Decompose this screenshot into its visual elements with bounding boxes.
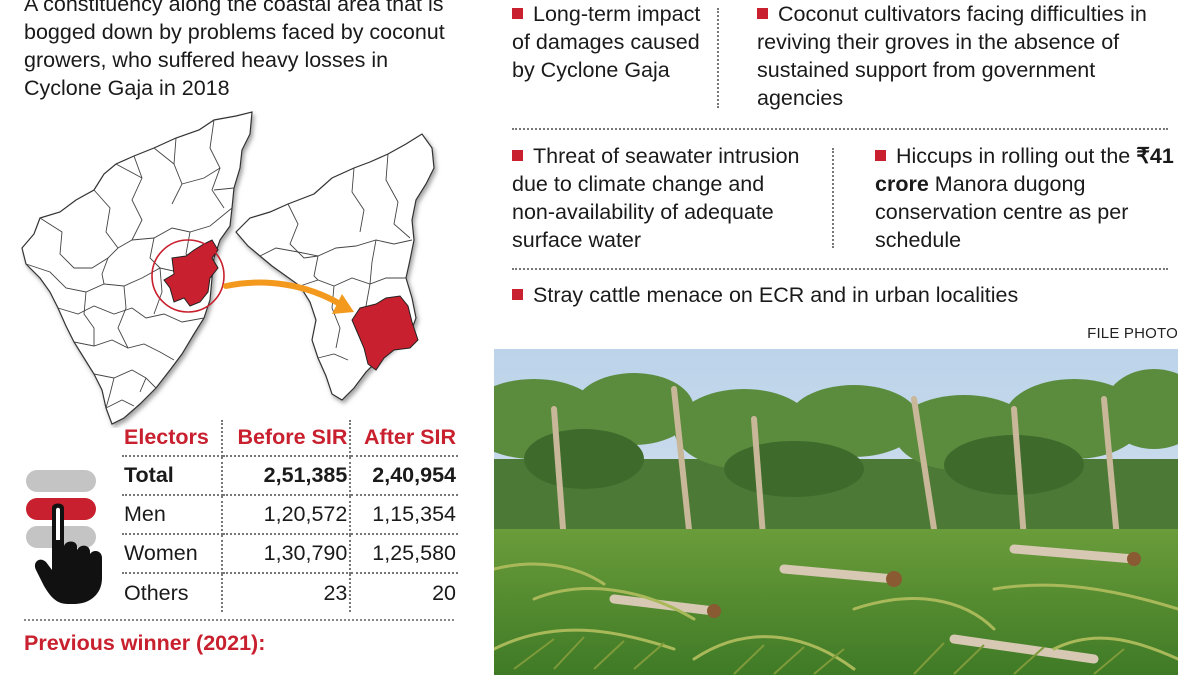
issue-text-post: Manora dugong conservation centre as per… bbox=[875, 172, 1129, 252]
zoomed-district-outline bbox=[235, 133, 435, 401]
issue-amount: ₹41 crore bbox=[875, 144, 1174, 196]
row-label: Men bbox=[122, 495, 223, 535]
voting-hand-icon bbox=[26, 470, 102, 604]
row-label: Total bbox=[122, 456, 223, 496]
row-before: 1,30,790 bbox=[221, 534, 352, 574]
intro-text: A constituency along the coastal area th… bbox=[24, 0, 445, 100]
electors-table: Electors Before SIR After SIR Total 2,51… bbox=[122, 420, 458, 612]
issue-item: Stray cattle menace on ECR and in urban … bbox=[512, 281, 1172, 309]
zoom-arrow-head bbox=[332, 294, 354, 314]
cyclone-damage-photo bbox=[494, 349, 1178, 675]
highlighted-district bbox=[163, 239, 219, 307]
table-row: Total 2,51,385 2,40,954 bbox=[122, 456, 458, 496]
bullet-square-icon bbox=[512, 8, 523, 19]
row-before: 2,51,385 bbox=[221, 456, 352, 496]
row-after: 2,40,954 bbox=[350, 456, 458, 496]
row-divider bbox=[512, 128, 1168, 130]
issue-item: Long-term impact of damages caused by Cy… bbox=[512, 0, 712, 84]
header-before-sir: Before SIR bbox=[221, 420, 352, 457]
previous-winner-title: Previous winner (2021): bbox=[24, 631, 266, 655]
issue-item: Threat of seawater intrusion due to clim… bbox=[512, 142, 812, 254]
issue-text: Coconut cultivators facing difficulties … bbox=[757, 2, 1147, 110]
zoom-arrow bbox=[223, 279, 343, 307]
issue-item: Hiccups in rolling out the ₹41 crore Man… bbox=[875, 142, 1175, 254]
column-divider bbox=[832, 148, 834, 248]
bullet-square-icon bbox=[512, 289, 523, 300]
bullet-square-icon bbox=[875, 150, 886, 161]
issue-item: Coconut cultivators facing difficulties … bbox=[757, 0, 1177, 112]
state-district-map bbox=[21, 111, 435, 425]
row-after: 1,25,580 bbox=[350, 534, 458, 574]
row-before: 1,20,572 bbox=[221, 495, 352, 535]
state-outline bbox=[21, 111, 253, 425]
table-row: Men 1,20,572 1,15,354 bbox=[122, 495, 458, 535]
row-after: 20 bbox=[432, 580, 456, 605]
issue-text: Stray cattle menace on ECR and in urban … bbox=[533, 283, 1019, 307]
table-row: Others 23 20 bbox=[122, 573, 458, 612]
row-divider bbox=[512, 268, 1168, 270]
row-label: Women bbox=[122, 534, 223, 574]
zoomed-highlighted-district bbox=[351, 295, 419, 371]
issue-text: Long-term impact of damages caused by Cy… bbox=[512, 2, 701, 82]
issue-text: Threat of seawater intrusion due to clim… bbox=[512, 144, 800, 252]
previous-winner-text: … bbox=[24, 665, 46, 675]
column-divider bbox=[717, 8, 719, 108]
table-row: Women 1,30,790 1,25,580 bbox=[122, 534, 458, 574]
header-after-sir: After SIR bbox=[350, 420, 458, 457]
row-label: Others bbox=[122, 573, 223, 612]
photo-credit: FILE PHOTO bbox=[1087, 325, 1178, 342]
bullet-square-icon bbox=[757, 8, 768, 19]
left-divider bbox=[24, 619, 454, 621]
row-before: 23 bbox=[221, 573, 352, 612]
table-header-row: Electors Before SIR After SIR bbox=[122, 420, 458, 457]
issue-text-pre: Hiccups in rolling out the bbox=[896, 144, 1131, 168]
highlight-circle bbox=[151, 239, 225, 313]
bullet-square-icon bbox=[512, 150, 523, 161]
header-electors: Electors bbox=[122, 420, 223, 457]
row-after: 1,15,354 bbox=[350, 495, 458, 535]
